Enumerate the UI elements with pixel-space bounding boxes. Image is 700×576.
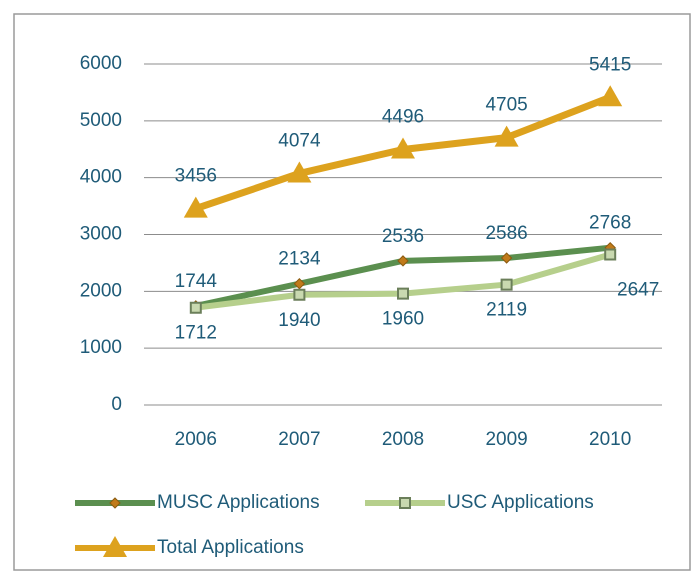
data-point [287,161,312,183]
y-tick-label: 4000 [80,167,122,188]
data-label: 2586 [485,223,527,244]
data-label: 1712 [175,323,217,344]
data-label: 2536 [382,226,424,247]
x-tick-label: 2009 [485,429,527,450]
legend-marker [399,497,411,509]
data-point [604,248,617,261]
data-point [397,287,409,300]
data-label: 1940 [278,310,320,331]
data-point [189,301,202,314]
legend-label: MUSC Applications [157,492,320,513]
x-tick-label: 2006 [175,429,217,450]
x-tick-label: 2008 [382,429,424,450]
data-label: 3456 [175,166,217,187]
data-point [500,278,513,291]
y-tick-label: 3000 [80,224,122,245]
x-tick-label: 2010 [589,429,631,450]
data-point [598,85,623,107]
data-label: 4074 [278,130,321,151]
data-point [500,252,513,264]
data-label: 2647 [617,280,659,301]
x-tick-label: 2007 [278,429,320,450]
data-label: 2768 [589,213,631,234]
y-tick-label: 1000 [80,337,122,358]
data-point [183,196,208,218]
y-tick-label: 6000 [80,53,122,74]
data-point [391,137,415,159]
data-point [293,288,306,301]
data-label: 4705 [485,95,527,116]
y-tick-label: 0 [111,394,122,415]
legend-marker [103,536,127,557]
data-label: 5415 [589,54,631,75]
y-tick-label: 2000 [80,280,122,301]
legend-label: Total Applications [157,537,304,558]
legend-marker [109,497,121,509]
y-tick-label: 5000 [80,110,122,131]
data-label: 2119 [486,300,527,321]
data-point [494,125,519,147]
legend-label: USC Applications [447,492,594,513]
data-label: 2134 [278,249,321,270]
data-point [293,278,306,290]
data-point [397,255,409,267]
data-label: 4496 [382,106,424,127]
data-label: 1960 [382,309,424,330]
data-label: 1744 [175,271,218,292]
